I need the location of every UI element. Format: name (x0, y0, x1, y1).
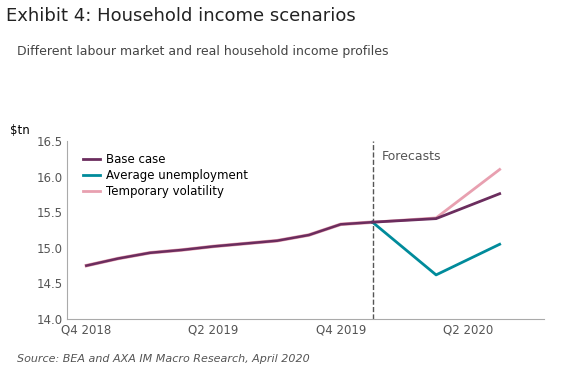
Text: Exhibit 4: Household income scenarios: Exhibit 4: Household income scenarios (6, 7, 355, 26)
Text: Source: BEA and AXA IM Macro Research, April 2020: Source: BEA and AXA IM Macro Research, A… (17, 354, 310, 364)
Text: $tn: $tn (10, 124, 30, 137)
Text: Different labour market and real household income profiles: Different labour market and real househo… (17, 45, 388, 58)
Text: Forecasts: Forecasts (382, 150, 442, 163)
Legend: Base case, Average unemployment, Temporary volatility: Base case, Average unemployment, Tempora… (78, 149, 253, 203)
